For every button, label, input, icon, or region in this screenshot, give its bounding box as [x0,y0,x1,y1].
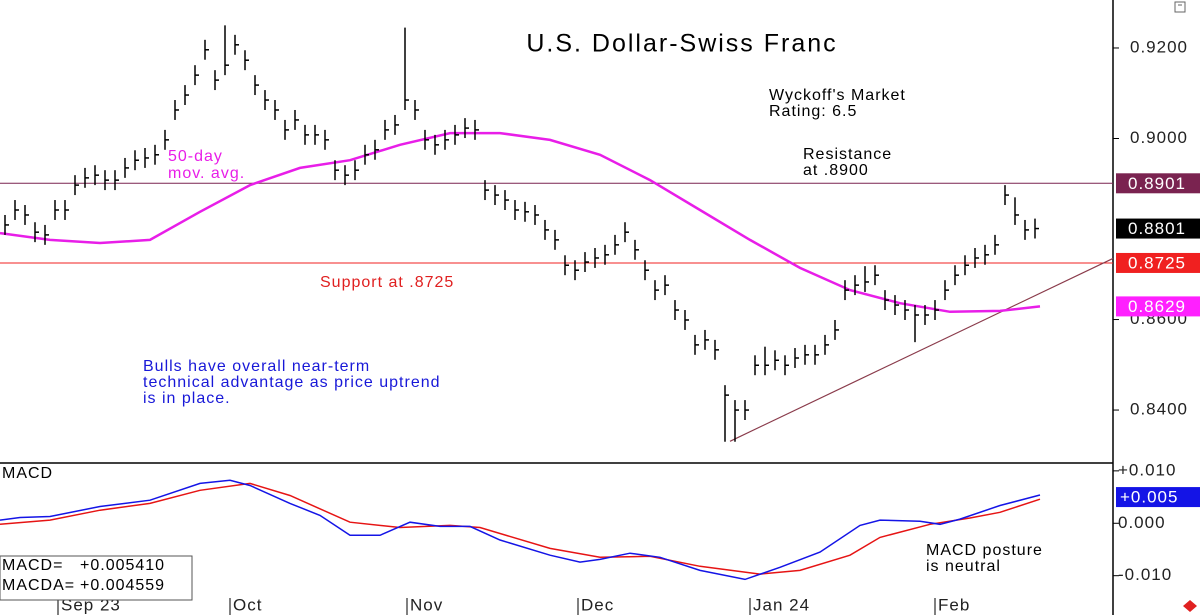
readout-name: MACDA= [2,577,75,594]
level-label: 0.8901 [1128,174,1186,193]
posture-note: MACD posture [926,542,1043,559]
support-note: Support at .8725 [320,274,454,291]
x-tick-label: Jan 24 [753,595,810,614]
rating-note: Wyckoff's Market [769,87,906,104]
x-tick-label: Oct [233,595,262,614]
trendline [729,257,1114,442]
icon [1174,1,1186,13]
readout-value: +0.005410 [80,557,165,574]
level-label: 0.8801 [1128,219,1186,238]
level-box [1116,487,1200,508]
level-label: +0.005 [1120,488,1178,507]
y-tick-label: 0.000 [1118,513,1166,532]
readout-name: MACD= [2,557,63,574]
posture-note: is neutral [926,558,1001,575]
outlook-note: Bulls have overall near-term [143,358,370,375]
readout-value: +0.004559 [80,577,165,594]
panel-title: MACD [2,465,53,482]
level-box [1116,173,1200,194]
y-tick-label: 0.9000 [1130,128,1188,147]
y-tick-label: -0.010 [1118,565,1172,584]
macd-line [0,482,1041,575]
x-tick-label: Nov [410,595,443,614]
arrow-icon [1183,600,1197,612]
y-tick-label: 0.9200 [1130,37,1188,56]
rating-note: Rating: 6.5 [769,103,857,120]
ma-label: mov. avg. [168,165,245,182]
resistance-note: at .8900 [803,162,869,179]
ma-label: 50-day [168,148,223,165]
level-label: 0.8629 [1128,297,1186,316]
y-tick-label: 0.8400 [1130,400,1188,419]
macd-line [0,479,1041,581]
x-tick-label: Feb [938,595,970,614]
y-tick-label: +0.010 [1118,460,1176,479]
outlook-note: technical advantage as price uptrend [143,374,441,391]
chart-title: U.S. Dollar-Swiss Franc [526,30,837,58]
readout-box: MACD= +0.005410 MACDA= +0.004559 [0,555,193,601]
outlook-note: is in place. [143,390,231,407]
level-box [1116,252,1200,273]
x-tick-label: Dec [581,595,614,614]
readout-frame [0,555,193,601]
resistance-note: Resistance [803,146,892,163]
level-label: 0.8725 [1128,253,1186,272]
level-box [1116,296,1200,317]
moving-average [0,131,1041,314]
level-box [1116,218,1200,239]
